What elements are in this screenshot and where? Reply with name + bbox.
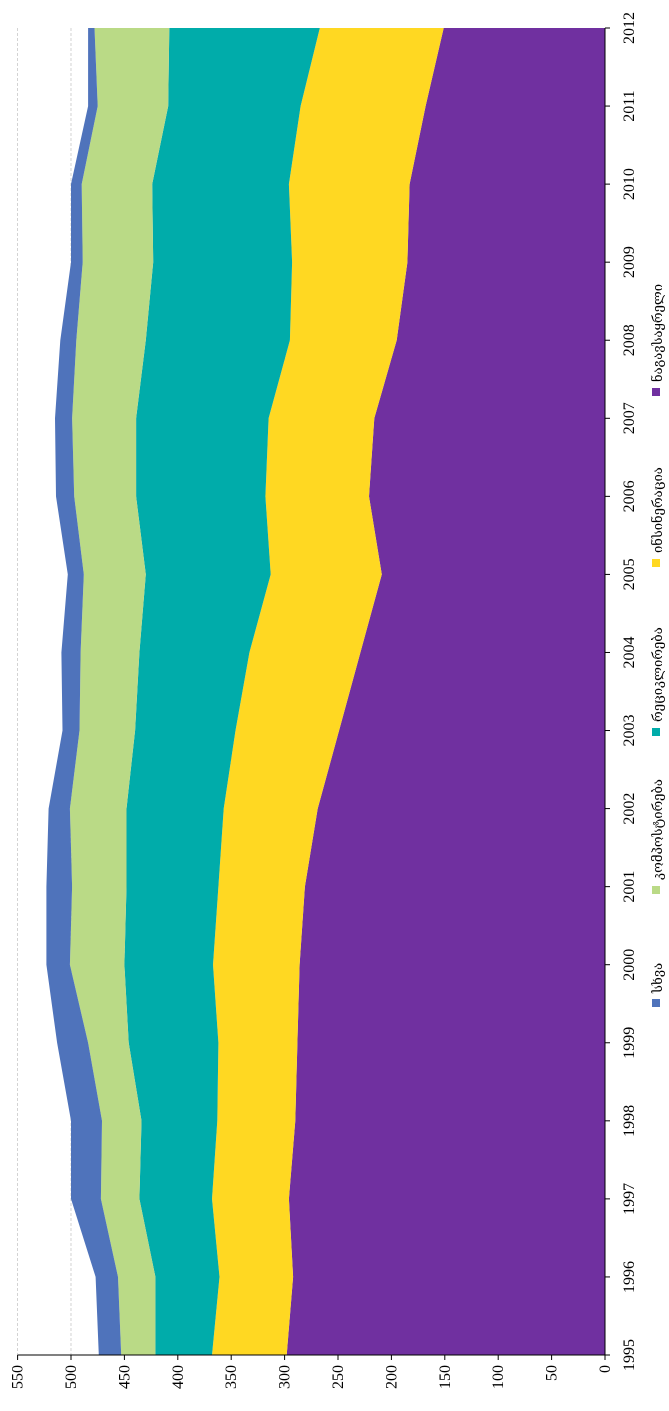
year-tick-label: 1995 xyxy=(621,1339,638,1371)
year-tick-label: 2009 xyxy=(621,246,638,278)
legend-item: კომპოსტირება xyxy=(650,779,665,894)
area-series xyxy=(212,28,444,1355)
legend-label: ნაგავსაყრელი xyxy=(650,284,665,382)
legend-swatch xyxy=(652,999,660,1007)
value-tick-label: 150 xyxy=(437,1365,454,1389)
areas xyxy=(46,28,605,1355)
legend-swatch xyxy=(652,728,660,736)
legend-item: ნაგავსაყრელი xyxy=(650,284,665,396)
value-axis-tick-labels: 0 50 100 150 200 250 300 350 400 450 500 550 xyxy=(10,1365,614,1389)
legend-item: ინსინერაცია xyxy=(650,467,665,567)
year-tick-label: 2008 xyxy=(621,324,638,356)
area-series xyxy=(46,28,122,1355)
value-tick-label: 550 xyxy=(10,1365,27,1389)
year-axis-tick-labels: 1995 1996 1997 1998 1999 2000 2001 2002 2003 2004… xyxy=(621,12,638,1371)
year-tick-label: 2011 xyxy=(621,90,638,121)
year-tick-label: 2000 xyxy=(621,949,638,981)
value-tick-label: 400 xyxy=(170,1365,187,1389)
year-tick-label: 2006 xyxy=(621,480,638,512)
axes xyxy=(17,27,610,1360)
value-tick-label: 50 xyxy=(544,1365,561,1381)
value-tick-label: 0 xyxy=(597,1365,614,1373)
area-series xyxy=(286,28,605,1355)
year-tick-label: 1999 xyxy=(621,1027,638,1059)
area-series xyxy=(124,28,320,1355)
legend-label: რეციკლირება xyxy=(650,627,665,722)
legend-swatch xyxy=(652,886,660,894)
year-tick-label: 1996 xyxy=(621,1261,638,1293)
value-tick-label: 350 xyxy=(223,1365,240,1389)
value-tick-label: 100 xyxy=(490,1365,507,1389)
legend-label: სხვა xyxy=(650,963,665,994)
value-tick-label: 450 xyxy=(116,1365,133,1389)
value-tick-label: 250 xyxy=(330,1365,347,1389)
year-tick-label: 1997 xyxy=(621,1183,638,1215)
value-tick-label: 200 xyxy=(383,1365,400,1389)
year-tick-label: 2002 xyxy=(621,793,638,825)
year-tick-label: 2005 xyxy=(621,558,638,590)
legend-label: კომპოსტირება xyxy=(650,779,665,880)
year-tick-label: 1998 xyxy=(621,1105,638,1137)
legend-item: რეციკლირება xyxy=(650,627,665,736)
area-series xyxy=(69,28,170,1355)
legend-swatch xyxy=(652,559,660,567)
legend: სხვა კომპოსტირება რეციკლირება ინსინერაცია ნა… xyxy=(650,284,665,1007)
year-tick-label: 2012 xyxy=(621,12,638,44)
value-tick-label: 300 xyxy=(277,1365,294,1389)
legend-swatch xyxy=(652,388,660,396)
value-tick-label: 500 xyxy=(63,1365,80,1389)
year-tick-label: 2010 xyxy=(621,168,638,200)
year-tick-label: 2003 xyxy=(621,715,638,747)
legend-item: სხვა xyxy=(650,963,665,1007)
year-tick-label: 2004 xyxy=(621,636,638,668)
legend-label: ინსინერაცია xyxy=(650,467,665,553)
year-tick-label: 2007 xyxy=(621,402,638,434)
year-tick-label: 2001 xyxy=(621,871,638,903)
